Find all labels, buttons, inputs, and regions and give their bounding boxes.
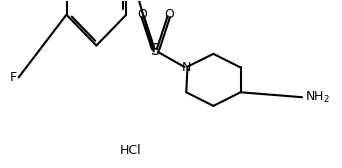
Text: O: O [165, 8, 174, 21]
Text: N: N [182, 61, 191, 74]
Text: F: F [10, 71, 17, 84]
Text: O: O [137, 8, 147, 21]
Text: S: S [151, 44, 161, 58]
Text: NH$_2$: NH$_2$ [305, 90, 330, 105]
Text: HCl: HCl [119, 144, 141, 157]
